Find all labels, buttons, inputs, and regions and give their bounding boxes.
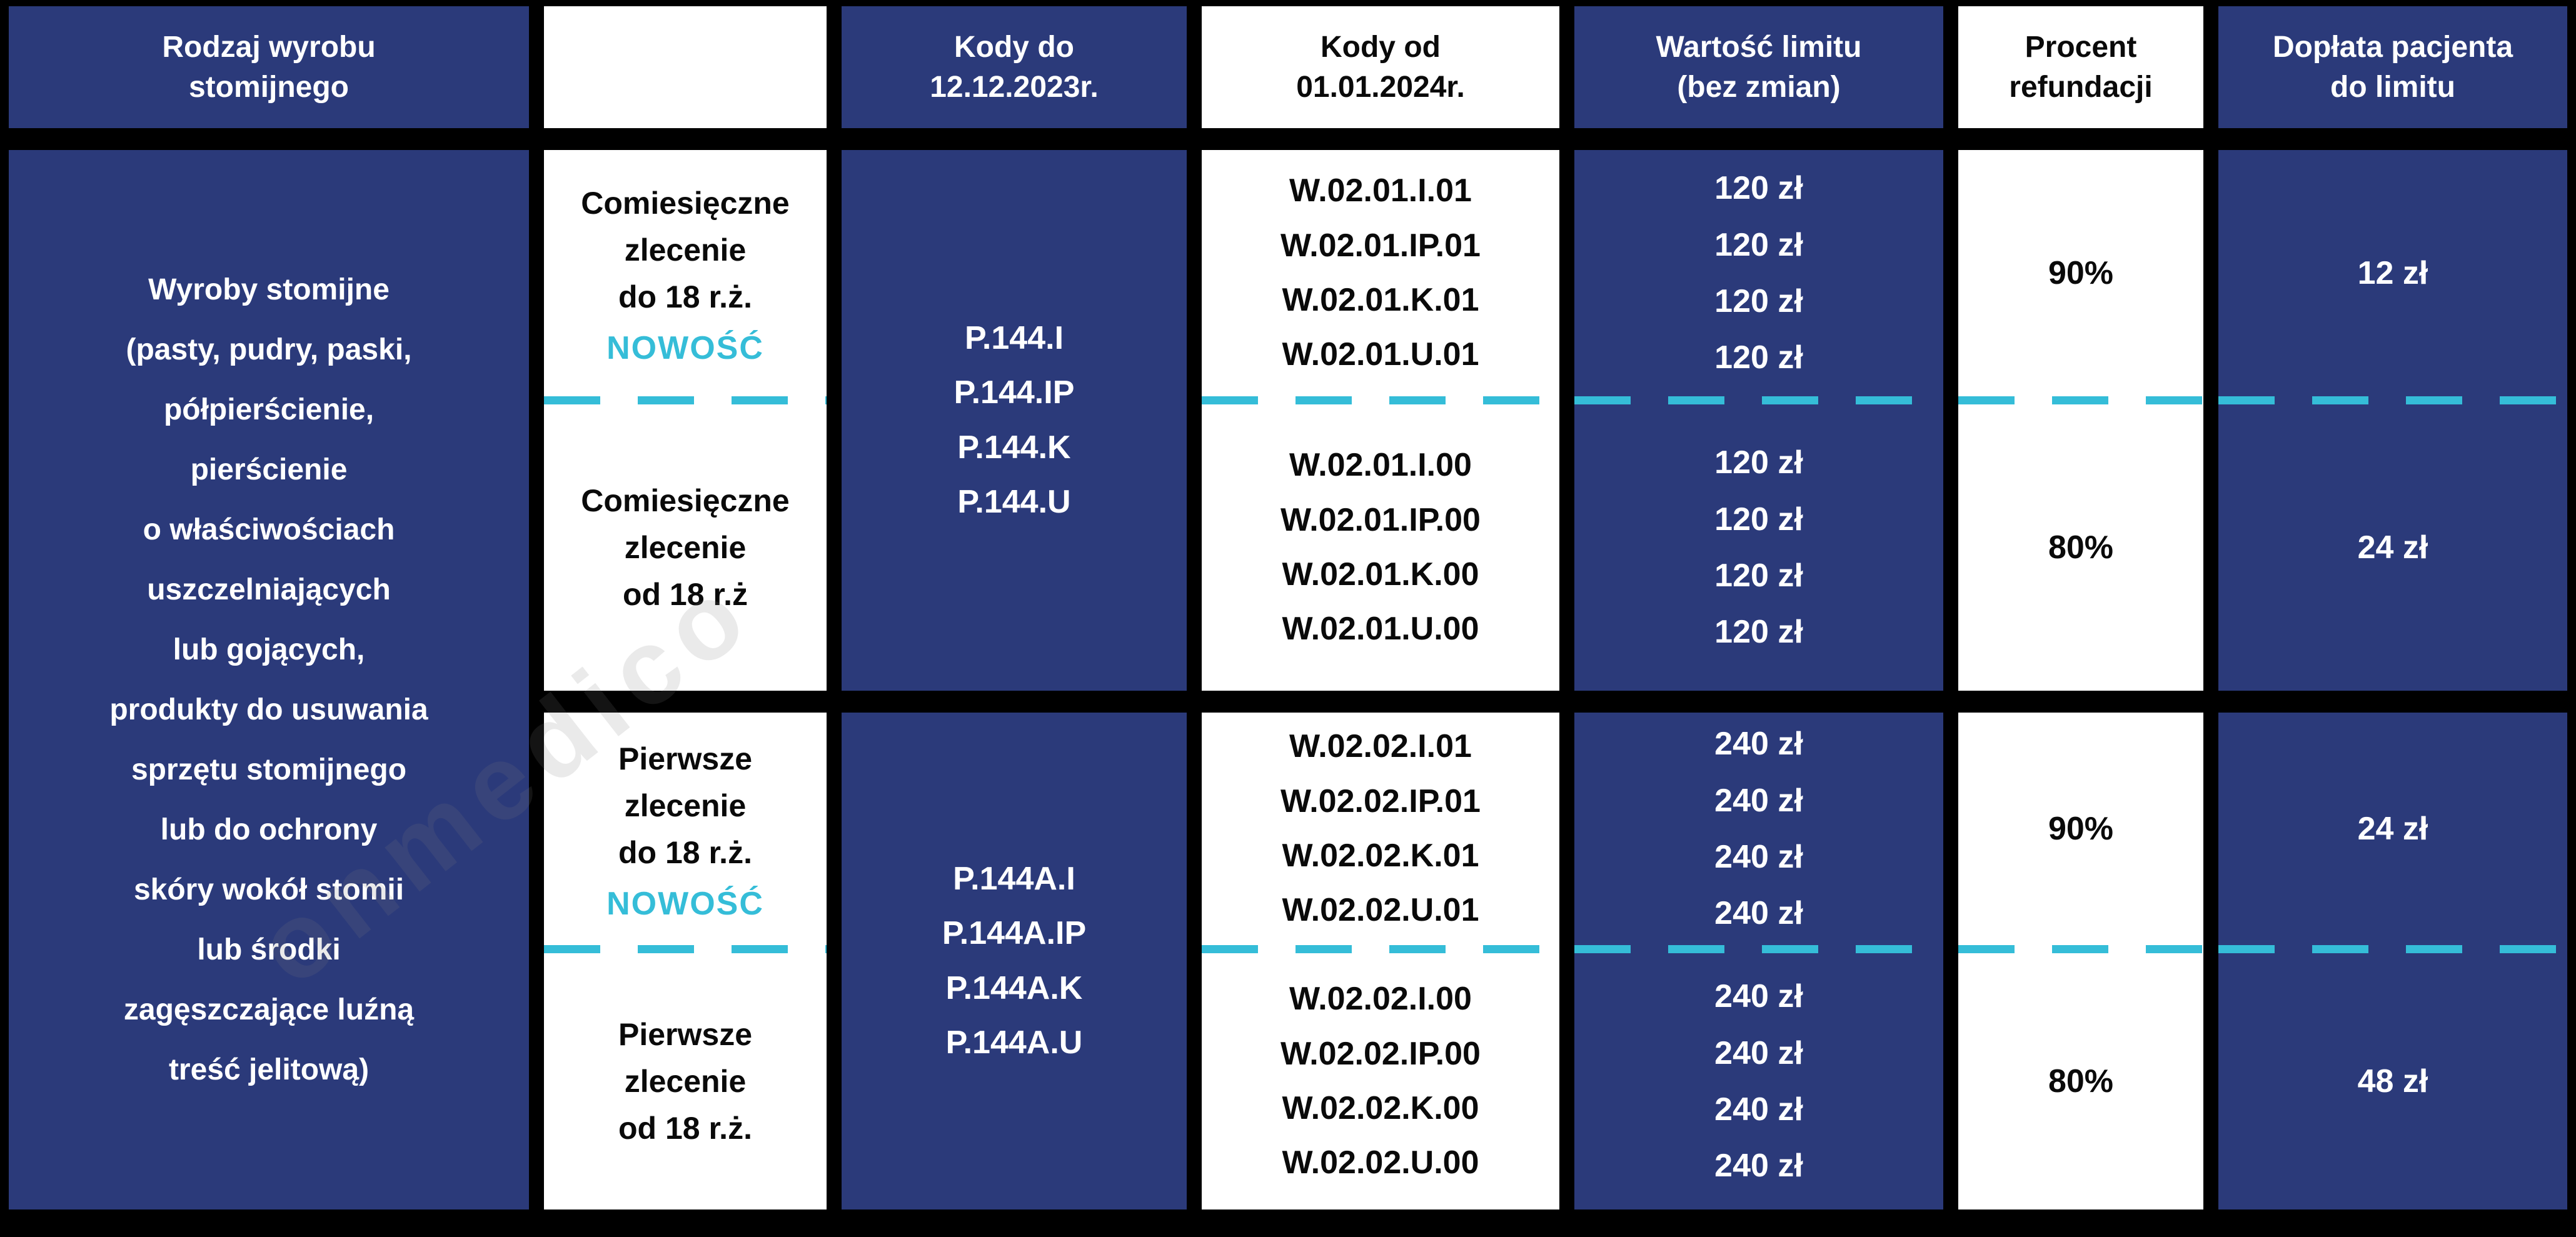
copay-cell-group1: 12 zł 24 zł (2218, 150, 2567, 691)
order-cell-group1: Comiesięczne zlecenie do 18 r.ż. NOWOŚĆ … (544, 150, 827, 691)
refund-g2r2: 80% (2048, 1063, 2114, 1099)
dashed-divider (544, 396, 827, 404)
dashed-divider (1958, 945, 2203, 953)
header-copay: Dopłata pacjenta do limitu (2218, 6, 2567, 128)
new-badge: NOWOŚĆ (606, 329, 764, 366)
dashed-divider (1958, 396, 2203, 404)
codes-new-g1r2: W.02.01.I.00 W.02.01.IP.00 W.02.01.K.00 … (1280, 447, 1481, 648)
dashed-divider (2218, 396, 2567, 404)
header-empty (544, 6, 827, 128)
limits-g1r1: 120 zł 120 zł 120 zł 120 zł (1714, 170, 1803, 376)
codes-old-group1: P.144.I P.144.IP P.144.K P.144.U (953, 319, 1075, 520)
order-cell-group2: Pierwsze zlecenie do 18 r.ż. NOWOŚĆ Pier… (544, 713, 827, 1209)
dashed-divider (544, 945, 827, 953)
product-cell: Wyroby stomijne (pasty, pudry, paski, pó… (9, 150, 529, 1209)
copay-g2r1: 24 zł (2357, 811, 2428, 847)
header-refund: Procent refundacji (1958, 6, 2203, 128)
refund-g1r1: 90% (2048, 255, 2114, 291)
limit-cell-group2: 240 zł 240 zł 240 zł 240 zł 240 zł 240 z… (1574, 713, 1943, 1209)
refund-cell-group1: 90% 80% (1958, 150, 2203, 691)
codes-new-g1r1: W.02.01.I.01 W.02.01.IP.01 W.02.01.K.01 … (1280, 173, 1481, 373)
header-codes-old: Kody do 12.12.2023r. (842, 6, 1187, 128)
order-first-under18: Pierwsze zlecenie do 18 r.ż. (618, 741, 752, 870)
order-monthly-over18: Comiesięczne zlecenie od 18 r.ż (581, 483, 790, 612)
codes-new-g2r1: W.02.02.I.01 W.02.02.IP.01 W.02.02.K.01 … (1280, 728, 1481, 929)
codes-new-g2r2: W.02.02.I.00 W.02.02.IP.00 W.02.02.K.00 … (1280, 981, 1481, 1181)
header-limit: Wartość limitu (bez zmian) (1574, 6, 1943, 128)
codes-old-cell-group2: P.144A.I P.144A.IP P.144A.K P.144A.U (842, 713, 1187, 1209)
codes-old-group2: P.144A.I P.144A.IP P.144A.K P.144A.U (942, 860, 1087, 1061)
limits-g2r1: 240 zł 240 zł 240 zł 240 zł (1714, 726, 1803, 932)
codes-new-cell-group1: W.02.01.I.01 W.02.01.IP.01 W.02.01.K.01 … (1202, 150, 1559, 691)
dashed-divider (1574, 945, 1943, 953)
copay-cell-group2: 24 zł 48 zł (2218, 713, 2567, 1209)
product-description: Wyroby stomijne (pasty, pudry, paski, pó… (109, 273, 428, 1086)
order-first-over18: Pierwsze zlecenie od 18 r.ż. (618, 1016, 752, 1146)
copay-g1r1: 12 zł (2357, 255, 2428, 291)
codes-old-cell-group1: P.144.I P.144.IP P.144.K P.144.U (842, 150, 1187, 691)
header-product: Rodzaj wyrobu stomijnego (9, 6, 529, 128)
dashed-divider (1574, 396, 1943, 404)
copay-g2r2: 48 zł (2357, 1063, 2428, 1099)
refund-g2r1: 90% (2048, 811, 2114, 847)
limits-g1r2: 120 zł 120 zł 120 zł 120 zł (1714, 444, 1803, 651)
codes-new-cell-group2: W.02.02.I.01 W.02.02.IP.01 W.02.02.K.01 … (1202, 713, 1559, 1209)
order-monthly-under18: Comiesięczne zlecenie do 18 r.ż. (581, 185, 790, 314)
refund-cell-group2: 90% 80% (1958, 713, 2203, 1209)
dashed-divider (1202, 396, 1559, 404)
dashed-divider (2218, 945, 2567, 953)
limit-cell-group1: 120 zł 120 zł 120 zł 120 zł 120 zł 120 z… (1574, 150, 1943, 691)
limits-g2r2: 240 zł 240 zł 240 zł 240 zł (1714, 978, 1803, 1184)
new-badge: NOWOŚĆ (606, 885, 764, 922)
header-codes-new: Kody od 01.01.2024r. (1202, 6, 1559, 128)
dashed-divider (1202, 945, 1559, 953)
copay-g1r2: 24 zł (2357, 529, 2428, 566)
refund-g1r2: 80% (2048, 529, 2114, 566)
